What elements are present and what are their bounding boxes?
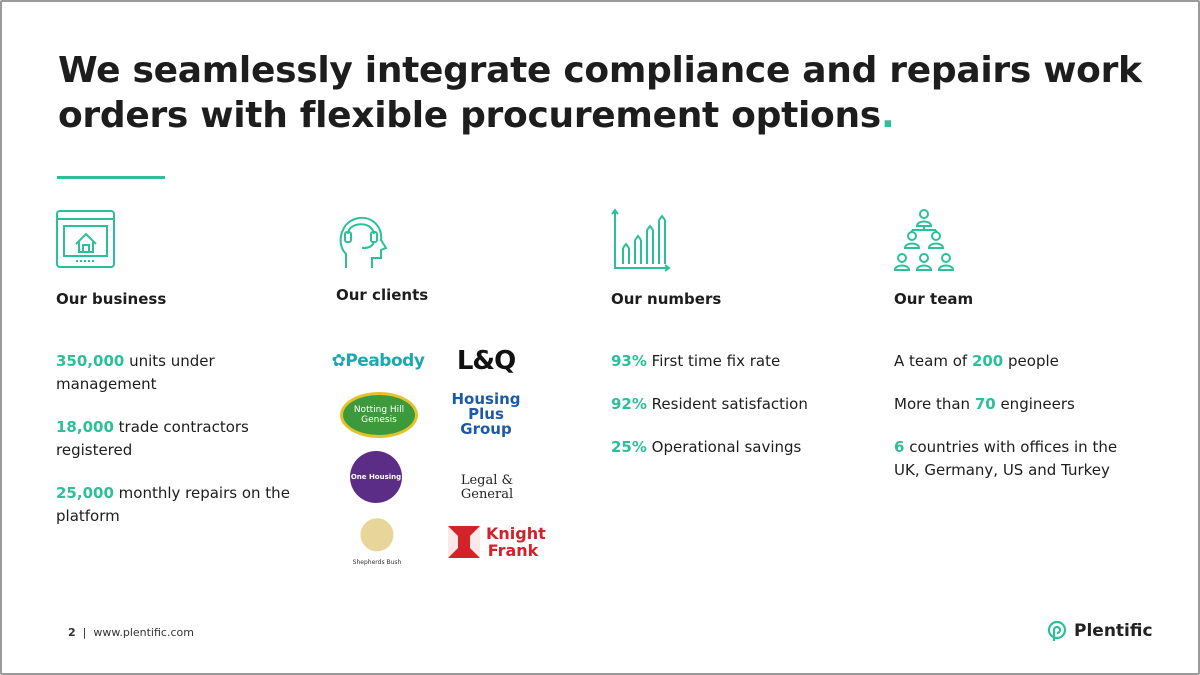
title-text: We seamlessly integrate compliance and r… [58, 50, 1142, 136]
item-text: First time fix rate [646, 352, 781, 370]
page-number: 2 [68, 626, 76, 639]
column-heading: Our business [56, 290, 167, 308]
column-heading: Our team [894, 290, 974, 308]
client-logo: L&Q [450, 344, 522, 378]
client-logo: Knight Frank [446, 523, 546, 561]
client-logo: Shepherds Bush [342, 518, 412, 566]
client-name: Notting Hill Genesis [353, 405, 405, 425]
item: More than 70 engineers [894, 393, 1144, 416]
accent-rule [57, 176, 165, 179]
item: A team of 200 people [894, 350, 1144, 373]
highlight: 6 [894, 438, 905, 456]
item-text: A team of [894, 352, 972, 370]
title: We seamlessly integrate compliance and r… [58, 48, 1168, 138]
column: Our numbers 93% First time fix rate 92% R… [611, 208, 851, 479]
item: 25,000 monthly repairs on the platform [56, 482, 296, 528]
client-logo: Notting Hill Genesis [340, 392, 418, 438]
item-text: Resident satisfaction [646, 395, 808, 413]
client-name: Housing Plus Group [451, 389, 521, 438]
title-mark: . [880, 95, 895, 136]
item-text: countries with offices in the UK, German… [894, 438, 1122, 479]
item: 25% Operational savings [611, 436, 851, 459]
client-name: Peabody [345, 351, 425, 371]
highlight: 70 [974, 395, 996, 413]
highlight: 25% [611, 438, 647, 456]
highlight: 18,000 [56, 418, 114, 436]
highlight: 200 [971, 352, 1004, 370]
brand: Plentific [1046, 620, 1153, 642]
team-icon [894, 209, 954, 271]
column: Our clients [336, 208, 576, 304]
item-text: monthly repairs on the platform [56, 484, 295, 525]
highlight: 93% [611, 352, 647, 370]
client-logo: ✿ Peabody [331, 351, 425, 371]
item-text: Operational savings [646, 438, 802, 456]
item: 6 countries with offices in the UK, Germ… [894, 436, 1144, 482]
item-text: engineers [995, 395, 1075, 413]
numbers-icon [611, 208, 671, 272]
clients-icon [339, 216, 388, 268]
item-list: 350,000 units under management 18,000 tra… [56, 350, 296, 528]
brand-name: Plentific [1074, 621, 1153, 641]
client-logo: Legal & General [452, 452, 522, 514]
brand-icon [1047, 620, 1067, 641]
item-text: people [1003, 352, 1059, 370]
highlight: 25,000 [56, 484, 114, 502]
footer-url: www.plentific.com [93, 626, 194, 639]
item: 93% First time fix rate [611, 350, 851, 373]
item-text: More than [894, 395, 975, 413]
client-name: Knight Frank [486, 524, 546, 560]
item-list: A team of 200 people More than 70 enginee… [894, 350, 1144, 482]
item: 18,000 trade contractors registered [56, 416, 296, 462]
client-logo: One Housing [350, 451, 402, 503]
client-name: L&Q [456, 346, 516, 376]
column: Our team A team of 200 people More than 7… [894, 208, 1144, 502]
business-icon [56, 210, 115, 268]
client-name: Shepherds Bush [352, 559, 402, 566]
client-logo: Housing Plus Group [442, 391, 530, 436]
client-mark [448, 526, 480, 558]
column-heading: Our clients [336, 286, 429, 304]
item-text: units under management [56, 352, 220, 393]
column-heading: Our numbers [611, 290, 722, 308]
client-name: Legal & General [460, 473, 514, 502]
item: 92% Resident satisfaction [611, 393, 851, 416]
column: Our business 350,000 units under managem… [56, 208, 296, 548]
item-text: trade contractors registered [56, 418, 254, 459]
footer: 2 | www.plentific.com [68, 626, 194, 639]
item-list: 93% First time fix rate 92% Resident sati… [611, 350, 851, 459]
highlight: 92% [611, 395, 647, 413]
highlight: 350,000 [56, 352, 125, 370]
client-name: One Housing [350, 473, 402, 481]
item: 350,000 units under management [56, 350, 296, 396]
